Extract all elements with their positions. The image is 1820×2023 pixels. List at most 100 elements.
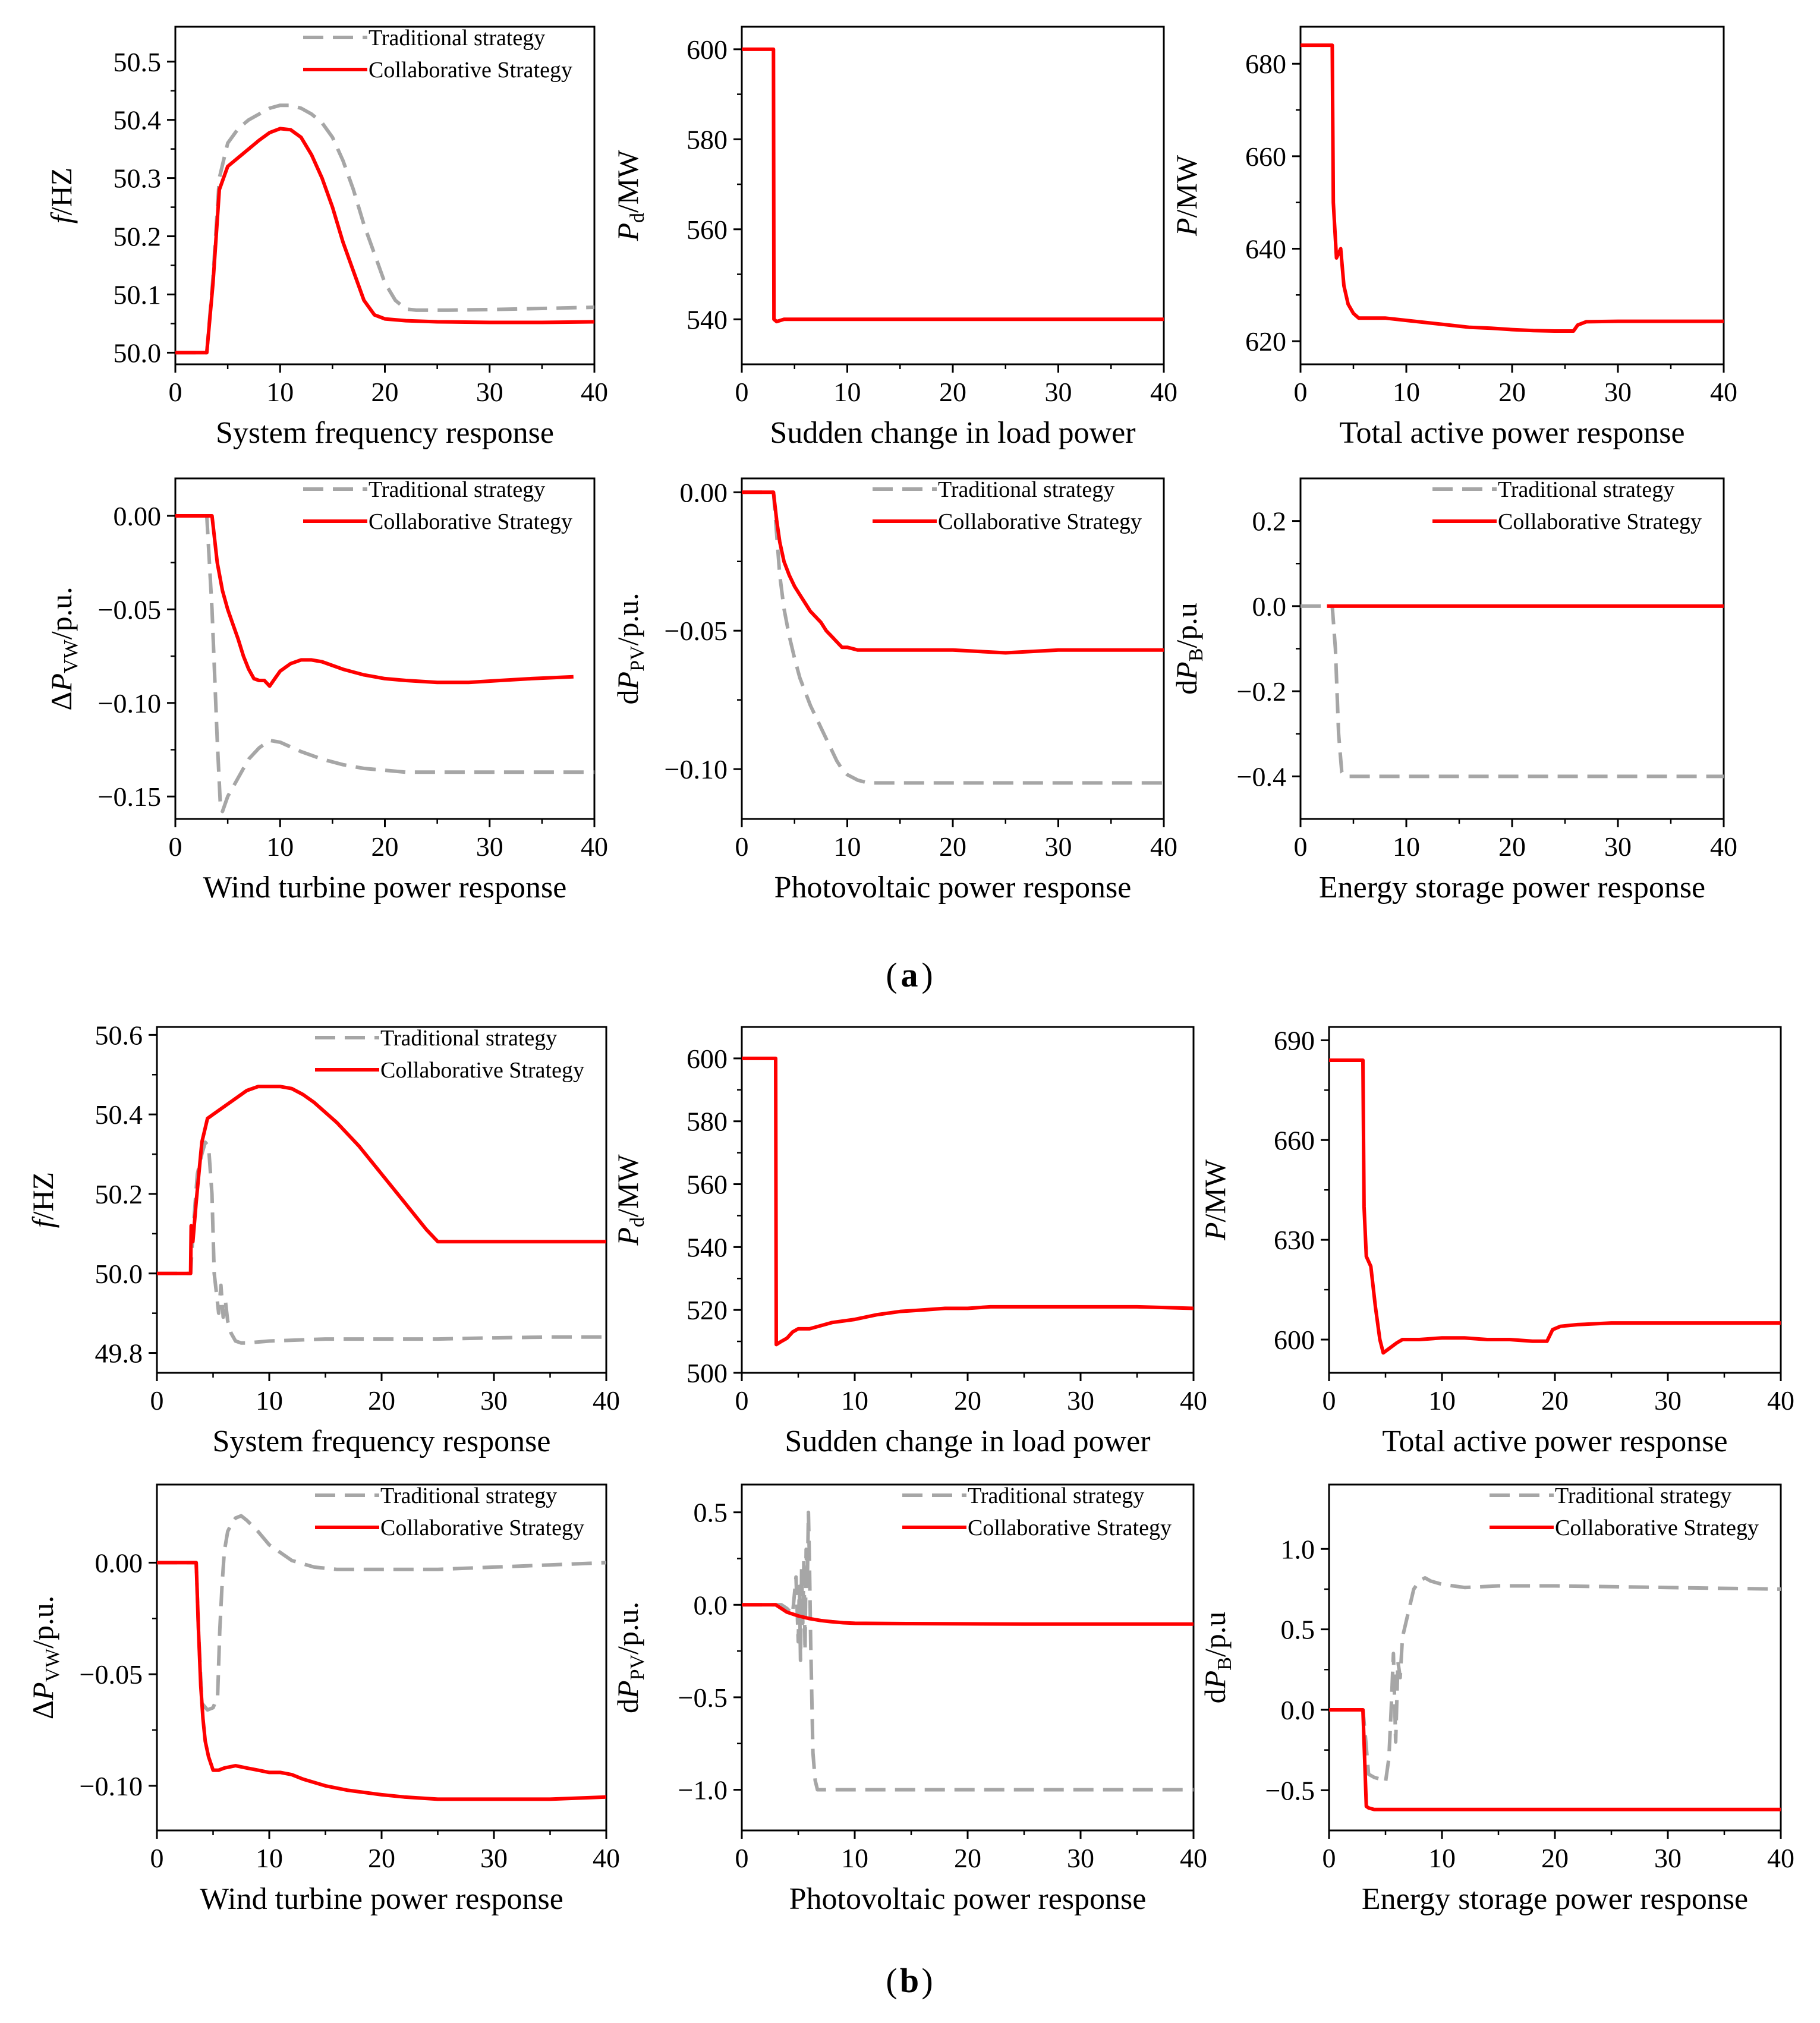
x-tick-label: 0: [1323, 1385, 1336, 1416]
x-tick-label: 30: [480, 1385, 508, 1416]
y-tick-label: 49.8: [95, 1338, 143, 1369]
series-line-traditional: [175, 103, 594, 355]
chart-caption: Photovoltaic power response: [774, 871, 1132, 905]
panel-label-b-open: (: [886, 1961, 897, 2000]
panel-label-b-letter: b: [900, 1961, 919, 2000]
chart-caption: System frequency response: [213, 1425, 551, 1458]
panel-label-b: ( b ): [886, 1961, 933, 2000]
y-axis-label: dPPV/p.u.: [611, 593, 648, 705]
y-tick-label: −0.05: [98, 594, 161, 625]
x-tick-label: 0: [735, 831, 749, 862]
y-tick-label: 580: [687, 1107, 728, 1137]
chart-caption: System frequency response: [216, 416, 554, 450]
legend-label-traditional: Traditional strategy: [938, 477, 1114, 502]
x-tick-label: 30: [1604, 377, 1632, 407]
y-tick-label: 50.4: [95, 1099, 143, 1130]
series-line-collaborative: [175, 127, 594, 355]
chart-caption: Total active power response: [1339, 416, 1684, 450]
legend-label-collaborative: Collaborative Strategy: [380, 1515, 584, 1540]
x-tick-label: 20: [1541, 1385, 1569, 1416]
legend: Traditional strategy Collaborative Strate…: [303, 26, 572, 83]
x-tick-label: 0: [169, 831, 182, 862]
y-tick-label: 50.3: [114, 163, 162, 194]
x-tick-label: 40: [1767, 1385, 1794, 1416]
chart-a5: 0 10 20 30 40 0.00 −0.05 −0.10 dPPV/p.u. Photovol…: [611, 477, 1177, 905]
legend: Traditional strategy Collaborative Strate…: [1432, 477, 1702, 534]
series-line-collaborative: [157, 1561, 606, 1801]
x-tick-label: 10: [834, 831, 861, 862]
series-line-traditional: [1301, 604, 1724, 779]
x-tick-label: 0: [150, 1385, 164, 1416]
legend-label-traditional: Traditional strategy: [380, 1026, 557, 1051]
series-line-collaborative: [175, 514, 574, 688]
y-tick-label: 660: [1245, 141, 1286, 172]
x-tick-label: 40: [1767, 1843, 1794, 1873]
x-tick-label: 0: [150, 1843, 164, 1873]
x-tick-label: 10: [1428, 1385, 1456, 1416]
y-axis-label: f/HZ: [26, 1172, 59, 1228]
chart-b3: 0 10 20 30 40 600 630 660 690 P/MW Total active po…: [1198, 1025, 1794, 1458]
x-tick-label: 20: [939, 831, 966, 862]
panel-label-a: ( a ): [886, 956, 933, 994]
x-tick-label: 0: [1323, 1843, 1336, 1873]
y-tick-label: 630: [1274, 1225, 1315, 1255]
x-tick-label: 30: [476, 377, 503, 407]
y-tick-label: 0.2: [1252, 506, 1287, 537]
x-tick-label: 30: [1067, 1843, 1094, 1873]
chart-caption: Sudden change in load power: [770, 416, 1135, 450]
legend: Traditional strategy Collaborative Strate…: [315, 1483, 584, 1540]
x-tick-label: 30: [1067, 1385, 1094, 1416]
series-line-collaborative: [157, 1085, 606, 1275]
y-axis-label: P/MW: [1170, 155, 1203, 237]
chart-b1: 0 10 20 30 40 49.8 50.0 50.2 50.4 50.6 f/HZ System …: [26, 1020, 620, 1458]
x-tick-label: 10: [266, 377, 294, 407]
y-tick-label: 520: [687, 1295, 728, 1325]
y-tick-label: 50.4: [114, 105, 162, 136]
series-line-traditional: [1329, 1576, 1781, 1784]
y-tick-label: 0.00: [114, 501, 162, 531]
x-tick-label: 10: [256, 1843, 283, 1873]
x-tick-label: 40: [593, 1385, 620, 1416]
chart-a4: 0 10 20 30 40 0.00 −0.05 −0.10 −0.15 ΔPVW/p.u. Win…: [45, 477, 608, 905]
panel-label-b-close: ): [921, 1961, 933, 2000]
y-tick-label: 0.0: [1252, 591, 1287, 622]
legend-label-traditional: Traditional strategy: [968, 1483, 1144, 1508]
y-tick-label: 560: [687, 215, 728, 245]
y-axis-label: f/HZ: [45, 168, 78, 223]
legend-label-collaborative: Collaborative Strategy: [369, 58, 572, 83]
legend-label-collaborative: Collaborative Strategy: [938, 509, 1142, 534]
series-line-traditional: [742, 1510, 1194, 1792]
x-tick-label: 30: [1604, 831, 1632, 862]
x-tick-label: 0: [1294, 831, 1308, 862]
y-tick-label: 600: [687, 1044, 728, 1074]
y-tick-label: 600: [1274, 1325, 1315, 1355]
x-tick-label: 0: [169, 377, 182, 407]
x-tick-label: 20: [368, 1385, 395, 1416]
series-line-collaborative: [1329, 1708, 1781, 1811]
y-tick-label: 600: [687, 34, 728, 65]
x-tick-label: 20: [954, 1385, 981, 1416]
x-tick-label: 30: [1654, 1385, 1682, 1416]
x-tick-label: 20: [371, 831, 399, 862]
legend-label-collaborative: Collaborative Strategy: [968, 1515, 1172, 1540]
legend: Traditional strategy Collaborative Strate…: [315, 1026, 584, 1083]
series-line-traditional: [742, 490, 1164, 785]
y-tick-label: −0.10: [665, 754, 728, 784]
x-tick-label: 20: [1498, 377, 1526, 407]
legend-label-collaborative: Collaborative Strategy: [1555, 1515, 1759, 1540]
x-tick-label: 0: [735, 1385, 749, 1416]
y-tick-label: 50.2: [95, 1179, 143, 1209]
x-tick-label: 10: [834, 377, 861, 407]
series-line-collaborative: [1329, 1058, 1781, 1355]
x-tick-label: 40: [1180, 1385, 1207, 1416]
x-tick-label: 30: [480, 1843, 508, 1873]
y-tick-label: −1.0: [678, 1775, 728, 1805]
x-tick-label: 30: [1654, 1843, 1682, 1873]
y-tick-label: −0.10: [80, 1771, 143, 1801]
y-tick-label: 50.6: [95, 1020, 143, 1050]
legend-label-traditional: Traditional strategy: [1555, 1483, 1731, 1508]
y-tick-label: −0.05: [665, 616, 728, 646]
legend: Traditional strategy Collaborative Strate…: [303, 477, 572, 534]
legend: Traditional strategy Collaborative Strate…: [873, 477, 1142, 534]
y-axis-label: P/MW: [1198, 1159, 1232, 1241]
